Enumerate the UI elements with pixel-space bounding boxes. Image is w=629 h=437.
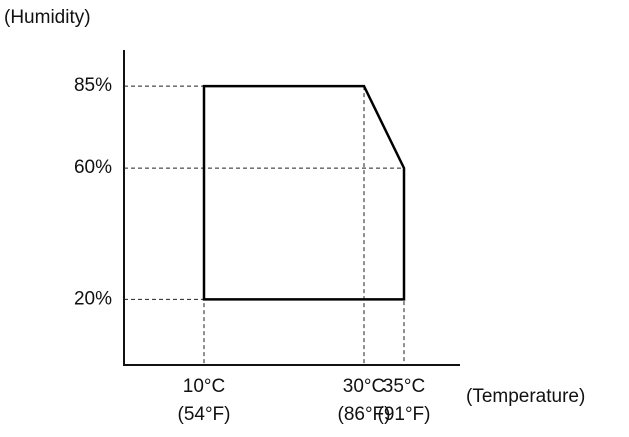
x-tick-label: 10°C	[183, 376, 225, 397]
y-tick-label: 20%	[74, 288, 112, 309]
x-tick-label: 35°C	[383, 376, 425, 397]
x-tick-label: (91°F)	[378, 404, 431, 425]
x-axis-label: (Temperature)	[466, 386, 585, 407]
operating-region	[202, 84, 406, 301]
y-axis-label: (Humidity)	[4, 7, 91, 28]
x-tick-label: 30°C	[343, 376, 385, 397]
y-tick-label: 60%	[74, 157, 112, 178]
x-tick-label: (54°F)	[178, 404, 231, 425]
x-tick-label: (86°F)	[338, 404, 391, 425]
y-tick-label: 85%	[74, 75, 112, 96]
